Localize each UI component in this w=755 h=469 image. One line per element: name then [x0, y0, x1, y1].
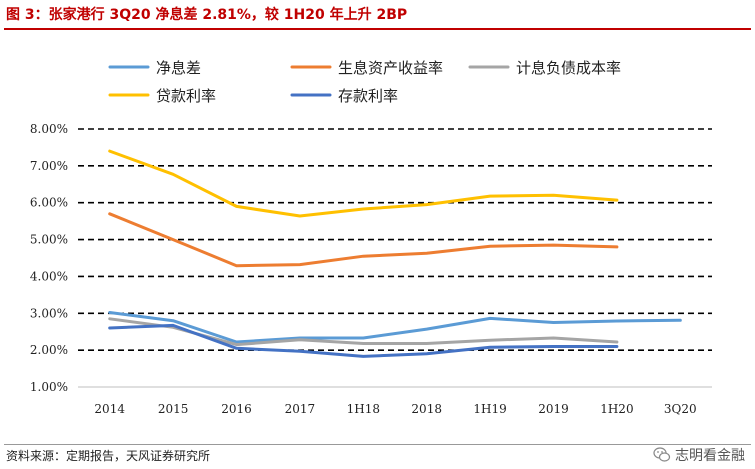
x-tick-label: 2019: [538, 402, 569, 416]
watermark: 志明看金融: [653, 444, 745, 466]
x-tick-label: 1H20: [600, 402, 633, 416]
watermark-text: 志明看金融: [675, 448, 745, 464]
y-tick-label: 3.00%: [30, 306, 68, 320]
x-tick-label: 1H18: [347, 402, 380, 416]
y-tick-label: 7.00%: [30, 159, 68, 173]
y-tick-label: 2.00%: [30, 343, 68, 357]
x-tick-label: 2015: [158, 402, 189, 416]
series-lines: [108, 149, 682, 358]
y-tick-label: 5.00%: [30, 233, 68, 247]
source-divider: [4, 444, 751, 445]
series-line: [108, 311, 682, 344]
x-tick-label: 2016: [221, 402, 252, 416]
legend-label: 计息负债成本率: [516, 59, 621, 77]
x-tick-label: 2017: [285, 402, 316, 416]
source-note: 资料来源：定期报告，天风证券研究所: [6, 449, 211, 463]
x-tick-label: 2018: [411, 402, 442, 416]
y-tick-label: 8.00%: [30, 122, 68, 136]
y-axis: 1.00% 2.00% 3.00% 4.00% 5.00% 6.00% 7.00% 8.00%: [30, 122, 68, 394]
series-line: [108, 323, 619, 358]
chart-title: 图 3：张家港行 3Q20 净息差 2.81%，较 1H20 年上升 2BP: [6, 7, 408, 23]
wechat-icon: [653, 447, 671, 462]
legend-label: 生息资产收益率: [338, 59, 443, 77]
y-tick-label: 1.00%: [30, 380, 68, 394]
legend-label: 贷款利率: [156, 87, 216, 105]
title-divider: [4, 28, 751, 30]
series-line: [108, 149, 619, 218]
x-tick-label: 1H19: [473, 402, 506, 416]
x-tick-label: 2014: [94, 402, 125, 416]
x-tick-label: 3Q20: [664, 402, 697, 416]
legend-label: 净息差: [156, 59, 201, 77]
series-line: [108, 212, 619, 268]
gridlines: [78, 128, 712, 388]
y-tick-label: 6.00%: [30, 196, 68, 210]
x-axis: 2014 2015 2016 2017 1H18 2018 1H19 2019 1H20 3Q20: [94, 402, 696, 416]
legend-label: 存款利率: [338, 87, 398, 105]
y-tick-label: 4.00%: [30, 269, 68, 283]
